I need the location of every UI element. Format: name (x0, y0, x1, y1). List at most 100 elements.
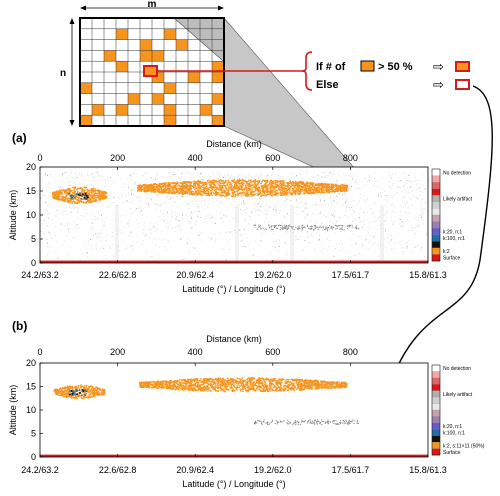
cloud-pixel (318, 187, 320, 189)
artifact-pixel (96, 233, 97, 235)
cloud-pixel (200, 193, 202, 196)
artifact-pixel (306, 226, 308, 228)
artifact-pixel (303, 218, 305, 220)
artifact-pixel (128, 187, 129, 189)
cloud-pixel (160, 187, 163, 190)
cloud-pixel (262, 187, 264, 189)
cloud-pixel (91, 393, 94, 395)
artifact-pixel (334, 232, 336, 234)
artifact-pixel (172, 174, 174, 176)
cloud-pixel (55, 191, 58, 194)
surface-layer (40, 260, 428, 263)
artifact-pixel (348, 226, 350, 228)
artifact-pixel (397, 233, 399, 234)
cloud-pixel (277, 186, 279, 188)
cloud-pixel (97, 196, 100, 198)
dense-cloud-pixel (68, 192, 71, 195)
artifact-pixel (415, 217, 416, 219)
artifact-pixel (46, 190, 47, 191)
artifact-pixel (106, 258, 107, 260)
cloud-pixel (241, 184, 244, 186)
artifact-pixel (407, 219, 409, 221)
artifact-pixel (358, 187, 360, 189)
cloud-pixel (89, 197, 92, 200)
cloud-pixel (155, 186, 157, 188)
artifact-pixel (167, 239, 169, 241)
artifact-pixel (317, 175, 319, 176)
artifact-pixel (77, 211, 79, 213)
cloud-pixel (164, 189, 166, 191)
cloud-pixel (242, 189, 245, 191)
cloud-pixel (306, 181, 308, 183)
cloud-pixel (176, 191, 178, 194)
cloud-pixel (232, 191, 234, 194)
legend-label: k:2 (443, 249, 450, 255)
legend-swatch (431, 182, 441, 190)
artifact-pixel (85, 212, 87, 214)
artifact-pixel (363, 211, 365, 213)
artifact-pixel (68, 181, 70, 183)
cloud-pixel (321, 186, 323, 188)
cloud-pixel (186, 190, 188, 193)
dense-cloud-pixel (68, 393, 71, 396)
artifact-pixel (103, 248, 105, 250)
artifact-pixel (209, 176, 211, 178)
cloud-pixel (88, 394, 90, 396)
cloud-pixel (309, 183, 312, 185)
cloud-pixel (190, 190, 193, 192)
cloud-pixel (97, 189, 100, 191)
cloud-pixel (83, 392, 86, 394)
cloud-pixel (274, 180, 277, 182)
cloud-pixel (245, 182, 248, 184)
cloud-pixel (297, 182, 299, 184)
artifact-pixel (249, 216, 251, 218)
cloud-pixel (259, 189, 261, 191)
cloud-pixel (67, 199, 70, 202)
artifact-pixel (248, 181, 250, 183)
cloud-pixel (204, 188, 206, 190)
cloud-pixel (313, 186, 316, 188)
cloud-pixel (231, 179, 233, 182)
cloud-pixel (256, 188, 258, 190)
artifact-pixel (106, 234, 108, 236)
cloud-pixel (231, 185, 233, 187)
artifact-pixel (408, 192, 410, 194)
cloud-pixel (164, 190, 167, 193)
artifact-pixel (95, 216, 97, 217)
cloud-pixel (94, 188, 96, 190)
cloud-pixel (70, 396, 72, 398)
cloud-pixel (307, 192, 309, 194)
artifact-pixel (46, 210, 48, 212)
cloud-pixel (205, 182, 207, 185)
cloud-pixel (83, 387, 85, 389)
artifact-pixel (255, 174, 257, 176)
cloud-pixel (54, 195, 56, 197)
artifact-pixel (159, 205, 161, 207)
cloud-pixel (73, 200, 75, 202)
artifact-pixel (42, 189, 44, 191)
artifact-pixel (280, 227, 282, 229)
artifact-pixel (192, 247, 194, 249)
artifact-pixel (402, 200, 404, 202)
artifact-pixel (310, 228, 312, 230)
cloud-pixel (266, 194, 268, 196)
cloud-pixel (310, 193, 313, 195)
cloud-pixel (84, 391, 87, 393)
cloud-pixel (68, 197, 70, 200)
dense-cloud-pixel (86, 196, 89, 199)
artifact-pixel (206, 186, 208, 188)
cloud-pixel (89, 391, 91, 393)
cloud-pixel (296, 185, 299, 187)
cloud-pixel (294, 189, 296, 192)
artifact-pixel (295, 180, 297, 182)
artifact-pixel (402, 225, 404, 227)
cloud-pixel (218, 182, 221, 184)
cloud-pixel (144, 190, 146, 193)
cloud-pixel (240, 179, 243, 181)
dense-cloud-pixel (80, 198, 83, 200)
artifact-pixel (234, 195, 236, 196)
cloud-pixel (294, 187, 296, 189)
artifact-pixel (164, 246, 166, 247)
artifact-pixel (355, 181, 356, 183)
artifact-pixel (139, 211, 140, 213)
